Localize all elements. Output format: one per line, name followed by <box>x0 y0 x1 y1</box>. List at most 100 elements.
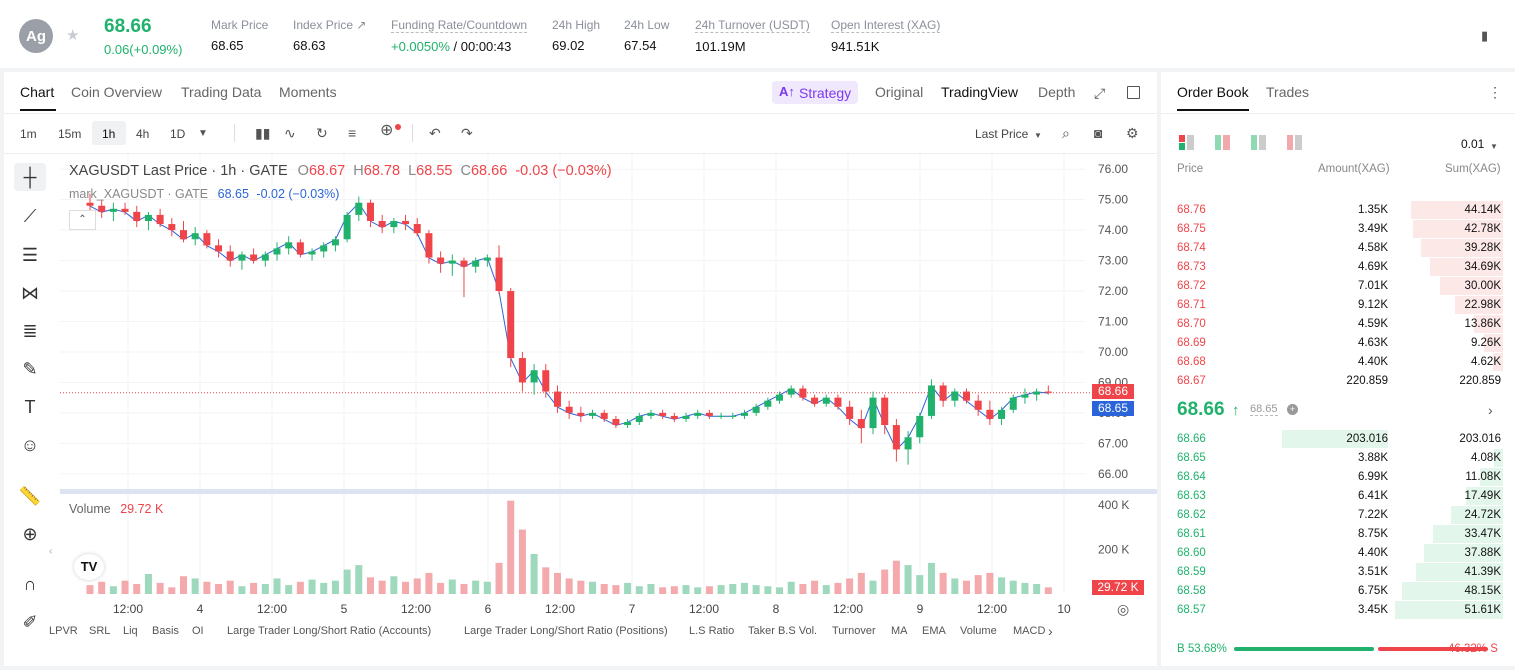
tab-order-book[interactable]: Order Book <box>1177 84 1249 100</box>
chevron-right-icon[interactable]: › <box>1488 402 1493 418</box>
tab-trading-data[interactable]: Trading Data <box>181 84 262 100</box>
pattern-icon[interactable]: ⋈ <box>21 282 39 303</box>
fib-icon[interactable]: ≣ <box>22 320 38 341</box>
tab-moments[interactable]: Moments <box>279 84 337 100</box>
tab-depth[interactable]: Depth <box>1038 84 1076 100</box>
bid-row[interactable]: 68.63 6.41K 17.49K <box>1177 487 1503 506</box>
bid-row[interactable]: 68.57 3.45K 51.61K <box>1177 601 1503 620</box>
horizontal-lines-icon[interactable]: ☰ <box>21 244 39 265</box>
text-tool-icon[interactable]: T <box>24 396 36 417</box>
auto-scale-icon[interactable]: ◎ <box>1117 601 1130 617</box>
bid-row[interactable]: 68.66 203.016 203.016 <box>1177 430 1503 449</box>
strategy-button[interactable]: A↑ Strategy <box>772 81 858 104</box>
ob-amount: 1.35K <box>1357 204 1388 216</box>
interval-1h[interactable]: 1h <box>102 127 116 141</box>
bid-row[interactable]: 68.59 3.51K 41.39K <box>1177 563 1503 582</box>
book-icon[interactable]: ▮ <box>1481 28 1489 43</box>
indicator-7[interactable]: L.S Ratio <box>689 625 735 637</box>
legend-mark: mark_XAGUSDT · GATE 68.65 -0.02 (−0.03%) <box>69 187 340 201</box>
indicator-0[interactable]: LPVR <box>49 625 78 637</box>
precision-select[interactable]: 0.01 <box>1461 137 1485 151</box>
bid-row[interactable]: 68.60 4.40K 37.88K <box>1177 544 1503 563</box>
tab-tradingview[interactable]: TradingView <box>941 84 1019 100</box>
tab-chart[interactable]: Chart <box>20 84 55 100</box>
indicator-8[interactable]: Taker B.S Vol. <box>748 625 818 637</box>
bid-row[interactable]: 68.65 3.88K 4.08K <box>1177 449 1503 468</box>
ask-row[interactable]: 68.73 4.69K 34.69K <box>1177 258 1503 277</box>
indicators-next-icon[interactable]: › <box>1048 623 1053 639</box>
emoji-icon[interactable]: ☺ <box>20 434 40 455</box>
bid-row[interactable]: 68.62 7.22K 24.72K <box>1177 506 1503 525</box>
indicator-1[interactable]: SRL <box>89 625 111 637</box>
ruler-icon[interactable]: 📏 <box>18 485 42 506</box>
volume-bar <box>565 578 573 594</box>
ask-row[interactable]: 68.69 4.63K 9.26K <box>1177 334 1503 353</box>
magnet-icon[interactable]: ∩ <box>23 573 37 594</box>
bid-row[interactable]: 68.58 6.75K 48.15K <box>1177 582 1503 601</box>
candle-body <box>869 397 877 429</box>
ask-row[interactable]: 68.67 220.859 220.859 <box>1177 372 1503 391</box>
indicator-13[interactable]: MACD <box>1013 625 1046 637</box>
interval-1d[interactable]: 1D <box>170 127 186 141</box>
interval-dropdown-icon[interactable]: ▼ <box>198 128 208 139</box>
ask-row[interactable]: 68.74 4.58K 39.28K <box>1177 239 1503 258</box>
indicator-12[interactable]: Volume <box>960 625 997 637</box>
collapse-toolbar-icon[interactable]: ‹ <box>49 546 53 557</box>
pencil-lock-icon[interactable]: ✐ <box>22 611 38 632</box>
indicator-6[interactable]: Large Trader Long/Short Ratio (Positions… <box>464 625 668 637</box>
ask-row[interactable]: 68.75 3.49K 42.78K <box>1177 220 1503 239</box>
interval-4h[interactable]: 4h <box>136 127 150 141</box>
candle-type-icon[interactable]: ▮▮ <box>255 125 271 141</box>
index-price-stat[interactable]: Index Price ↗ 68.63 <box>293 18 367 53</box>
volume-bar <box>553 572 561 594</box>
layout-both-icon[interactable] <box>1179 135 1195 150</box>
layout-bids-icon[interactable] <box>1215 135 1231 150</box>
collapse-legend-icon[interactable]: ⌃ <box>69 210 96 230</box>
layout-green-icon[interactable] <box>1251 135 1267 150</box>
fullscreen-icon[interactable] <box>1127 86 1140 99</box>
indicator-11[interactable]: EMA <box>922 625 946 637</box>
tradingview-logo[interactable]: TV <box>74 554 104 580</box>
search-icon[interactable]: ⌕ <box>1062 125 1070 141</box>
template-icon[interactable]: ≡ <box>348 125 357 141</box>
undo-icon[interactable]: ↶ <box>429 125 441 141</box>
replay-icon[interactable]: ↻ <box>316 125 328 141</box>
indicator-4[interactable]: OI <box>192 625 204 637</box>
more-vert-icon[interactable]: ⋮ <box>1488 84 1502 100</box>
tab-coin-overview[interactable]: Coin Overview <box>71 84 163 100</box>
bid-row[interactable]: 68.64 6.99K 11.08K <box>1177 468 1503 487</box>
indicator-2[interactable]: Liq <box>123 625 138 637</box>
interval-1m[interactable]: 1m <box>20 127 37 141</box>
brush-icon[interactable]: ✎ <box>22 358 38 379</box>
ask-row[interactable]: 68.72 7.01K 30.00K <box>1177 277 1503 296</box>
expand-icon[interactable]: ⤢ <box>1094 85 1106 101</box>
interval-15m[interactable]: 15m <box>58 127 82 141</box>
indicator-3[interactable]: Basis <box>152 625 179 637</box>
camera-icon[interactable]: ◙ <box>1094 125 1103 141</box>
ask-row[interactable]: 68.76 1.35K 44.14K <box>1177 201 1503 220</box>
indicator-9[interactable]: Turnover <box>832 625 876 637</box>
favorite-star-icon[interactable]: ★ <box>66 27 80 44</box>
precision-caret-icon[interactable]: ▼ <box>1490 142 1498 151</box>
info-icon[interactable]: + <box>1287 404 1298 415</box>
tab-original[interactable]: Original <box>875 84 924 100</box>
add-alert-icon[interactable]: ⊕ <box>380 122 394 139</box>
zoom-in-icon[interactable]: ⊕ <box>22 523 38 544</box>
gear-icon[interactable]: ⚙ <box>1126 125 1139 141</box>
price-type-caret-icon[interactable]: ▼ <box>1034 131 1042 140</box>
indicator-5[interactable]: Large Trader Long/Short Ratio (Accounts) <box>227 625 432 637</box>
indicators-icon[interactable]: ∿ <box>284 125 296 141</box>
ask-row[interactable]: 68.71 9.12K 22.98K <box>1177 296 1503 315</box>
tab-trades[interactable]: Trades <box>1266 84 1310 100</box>
layout-red-icon[interactable] <box>1287 135 1303 150</box>
indicator-10[interactable]: MA <box>891 625 908 637</box>
redo-icon[interactable]: ↷ <box>461 125 473 141</box>
ask-row[interactable]: 68.68 4.40K 4.62K <box>1177 353 1503 372</box>
trend-line-icon[interactable]: ⟋ <box>23 205 37 226</box>
price-type-select[interactable]: Last Price <box>975 127 1029 141</box>
volume-tag: 29.72 K <box>1092 580 1144 595</box>
ask-row[interactable]: 68.70 4.59K 13.86K <box>1177 315 1503 334</box>
crosshair-icon[interactable]: ┼ <box>14 163 46 191</box>
bid-row[interactable]: 68.61 8.75K 33.47K <box>1177 525 1503 544</box>
price-chart[interactable]: 76.0075.0074.0073.0072.0071.0070.0069.00… <box>60 154 1157 624</box>
